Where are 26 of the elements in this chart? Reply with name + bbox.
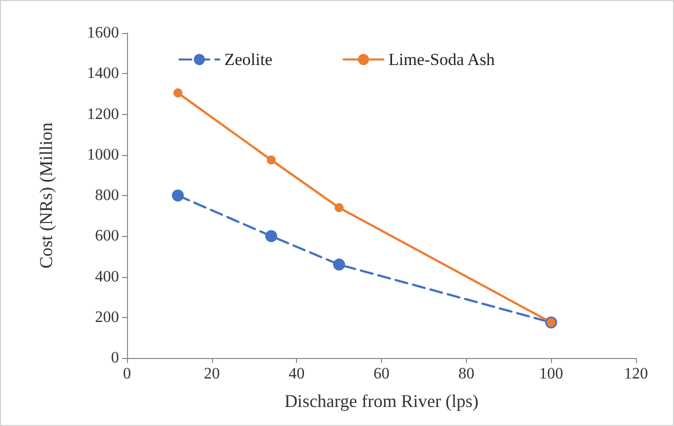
x-tick-label: 40	[288, 366, 305, 382]
point	[334, 203, 344, 212]
y-tick-label: 1000	[87, 146, 119, 164]
x-tick-label: 0	[123, 366, 131, 382]
legend-label: Lime-Soda Ash	[388, 50, 496, 69]
y-tick-label: 1600	[87, 24, 119, 42]
y-tick-label: 1200	[87, 106, 119, 123]
x-tick-label: 20	[204, 366, 220, 382]
x-tick-label: 120	[624, 366, 648, 382]
y-tick-label: 0	[111, 350, 119, 366]
x-axis-title: Discharge from River (lps)	[284, 391, 479, 411]
x-tick-label: 80	[458, 366, 474, 382]
x-tick-label: 100	[539, 366, 564, 382]
legend-label: Zeolite	[224, 50, 272, 69]
y-tick-label: 1400	[87, 65, 119, 82]
point	[266, 155, 276, 164]
x-tick-label: 60	[374, 366, 390, 382]
y-tick-label: 600	[95, 228, 119, 245]
point	[265, 230, 278, 242]
y-tick-label: 200	[95, 308, 119, 326]
y-tick-label: 800	[95, 187, 119, 204]
y-axis-title: Cost (NRs) (Million	[36, 122, 56, 269]
y-tick-label: 400	[95, 268, 119, 286]
point	[172, 190, 184, 202]
point	[173, 88, 182, 98]
point	[333, 258, 346, 271]
